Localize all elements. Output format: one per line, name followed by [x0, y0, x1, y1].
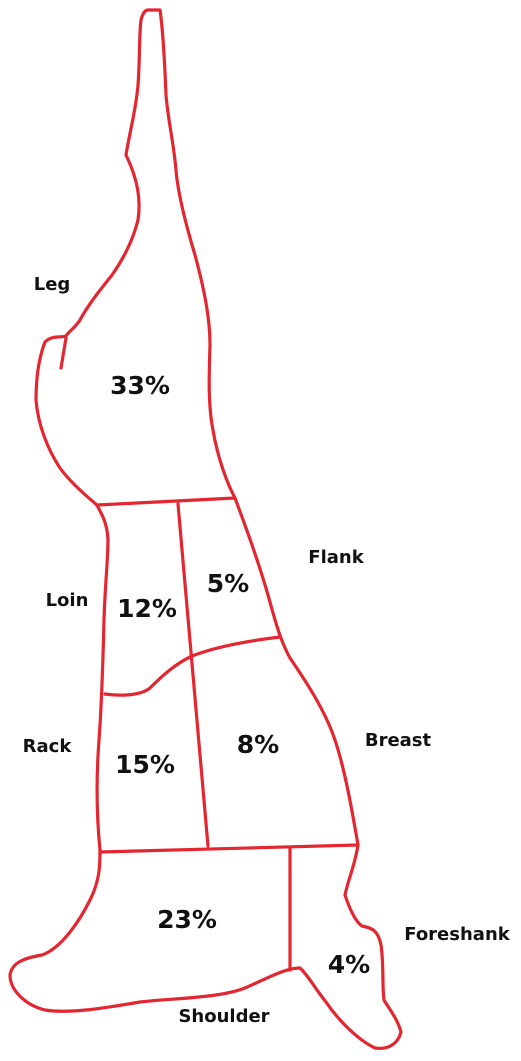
cut-name: Leg — [34, 274, 71, 295]
leg-stub — [61, 338, 66, 368]
leg-divider — [97, 498, 235, 505]
cut-share: 33% — [110, 371, 170, 400]
cut-share: 23% — [157, 905, 217, 934]
page: Leg 33% Loin 12% Flank 5% Rack 15% Breas… — [0, 0, 521, 1061]
loin-flank-divider — [178, 504, 208, 846]
cut-share: 8% — [237, 730, 279, 759]
cut-name: Rack — [23, 736, 73, 757]
cut-name: Shoulder — [178, 1006, 269, 1027]
lamb-cuts-diagram: Leg 33% Loin 12% Flank 5% Rack 15% Breas… — [0, 0, 521, 1061]
labels: Leg 33% Loin 12% Flank 5% Rack 15% Breas… — [23, 274, 511, 1027]
cut-name: Foreshank — [404, 924, 511, 945]
cut-name: Breast — [365, 730, 432, 751]
cut-share: 4% — [328, 950, 370, 979]
cut-name: Loin — [46, 590, 89, 611]
outer-outline — [10, 10, 401, 1048]
cut-share: 15% — [115, 750, 175, 779]
cut-share: 12% — [117, 594, 177, 623]
cut-name: Flank — [308, 547, 364, 568]
cut-share: 5% — [207, 569, 249, 598]
carcass-outline — [10, 10, 401, 1048]
shoulder-divider — [100, 845, 358, 852]
